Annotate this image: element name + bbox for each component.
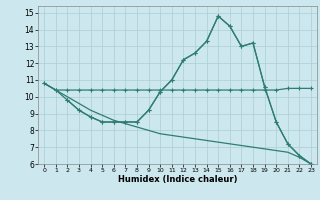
X-axis label: Humidex (Indice chaleur): Humidex (Indice chaleur) <box>118 175 237 184</box>
